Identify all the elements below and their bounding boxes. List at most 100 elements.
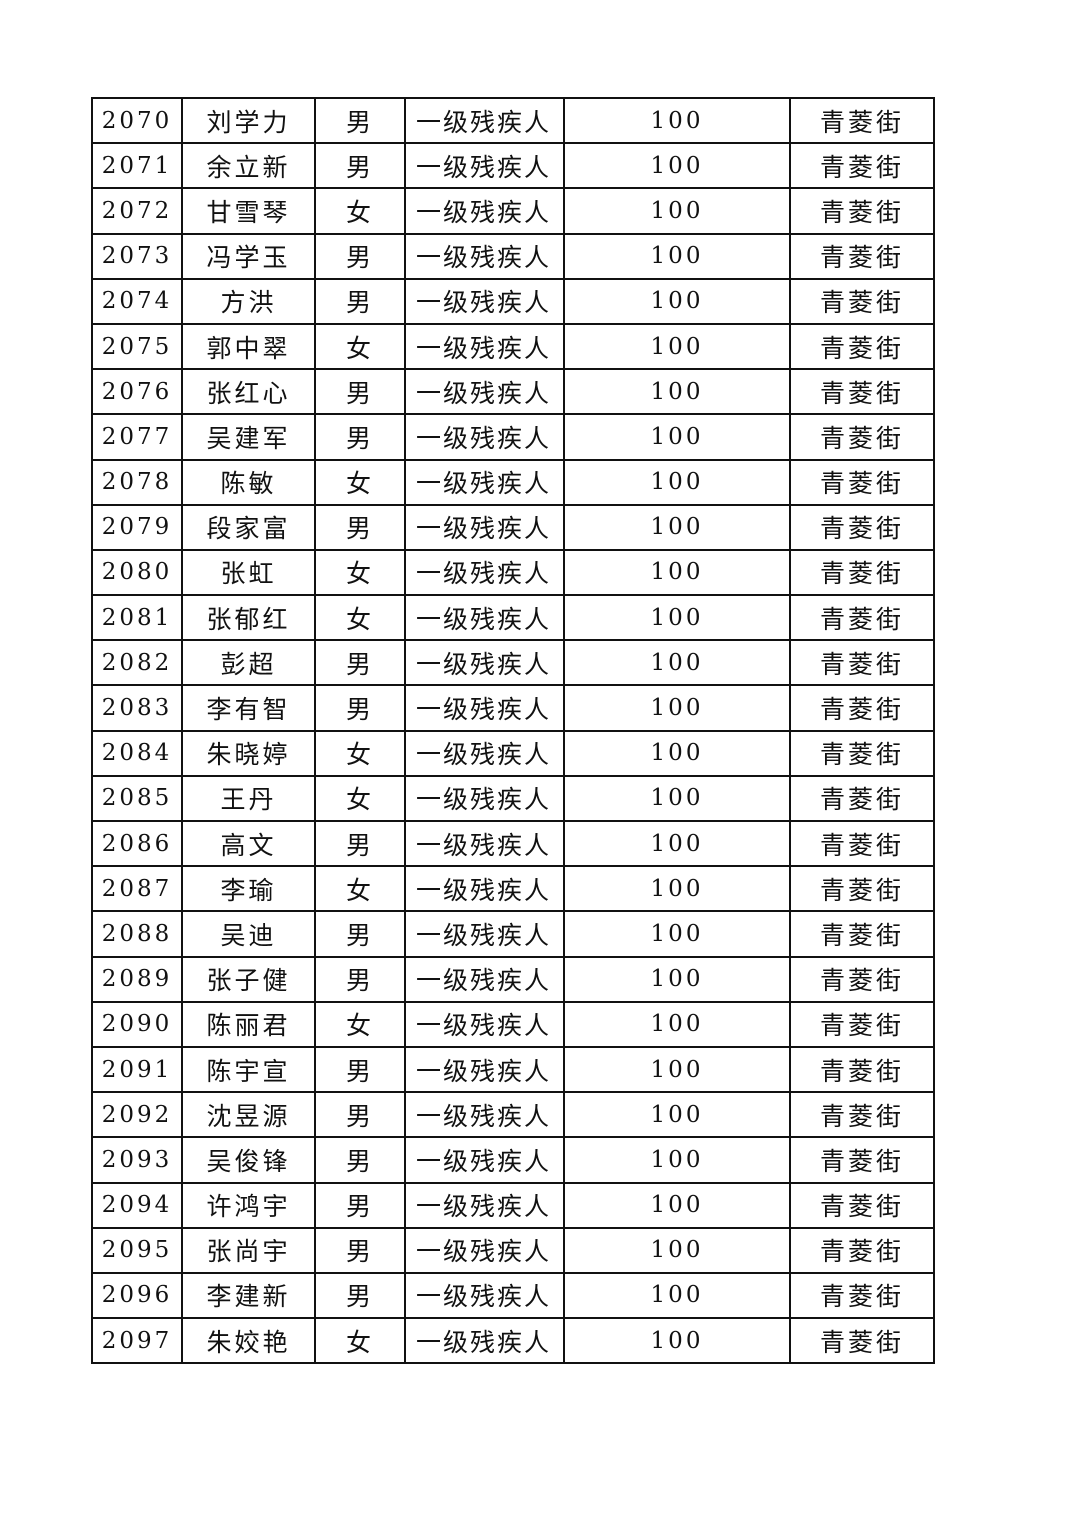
table-row: 2093 吴俊锋男一级残疾人 100 青菱街 [91, 1136, 935, 1184]
name-cell: 张红心 [181, 368, 316, 416]
table-row: 2076 张红心男一级残疾人 100 青菱街 [91, 368, 935, 416]
name-cell: 吴俊锋 [181, 1136, 316, 1184]
disability-level-cell: 一级残疾人 [404, 1136, 565, 1184]
serial-number-cell: 2082 [91, 639, 183, 687]
street-cell: 青菱街 [789, 955, 935, 1003]
name-cell: 李有智 [181, 684, 316, 732]
gender-cell: 女 [314, 865, 406, 913]
amount-cell: 100 [563, 639, 791, 687]
disability-level-cell: 一级残疾人 [404, 277, 565, 325]
street-cell: 青菱街 [789, 1091, 935, 1139]
amount-cell: 100 [563, 322, 791, 371]
amount-cell: 100 [563, 1000, 791, 1048]
amount-cell: 100 [563, 503, 791, 551]
street-cell: 青菱街 [789, 322, 935, 371]
street-cell: 青菱街 [789, 594, 935, 642]
street-cell: 青菱街 [789, 1271, 935, 1320]
street-cell: 青菱街 [789, 819, 935, 868]
gender-cell: 男 [314, 96, 406, 145]
street-cell: 青菱街 [789, 368, 935, 416]
gender-cell: 男 [314, 413, 406, 461]
disability-level-cell: 一级残疾人 [404, 955, 565, 1003]
street-cell: 青菱街 [789, 548, 935, 597]
amount-cell: 100 [563, 684, 791, 732]
name-cell: 沈昱源 [181, 1091, 316, 1139]
disability-level-cell: 一级残疾人 [404, 96, 565, 145]
street-cell: 青菱街 [789, 1045, 935, 1094]
street-cell: 青菱街 [789, 1136, 935, 1184]
name-cell: 郭中翠 [181, 322, 316, 371]
gender-cell: 男 [314, 1045, 406, 1094]
gender-cell: 男 [314, 1136, 406, 1184]
gender-cell: 男 [314, 910, 406, 958]
amount-cell: 100 [563, 910, 791, 958]
street-cell: 青菱街 [789, 1317, 935, 1365]
name-cell: 陈丽君 [181, 1000, 316, 1048]
table-row: 2087 李瑜女一级残疾人 100 青菱街 [91, 865, 935, 913]
street-cell: 青菱街 [789, 232, 935, 280]
amount-cell: 100 [563, 594, 791, 642]
serial-number-cell: 2072 [91, 187, 183, 235]
disability-level-cell: 一级残疾人 [404, 639, 565, 687]
table-body: 2070 刘学力男一级残疾人 100 青菱街 2071 余立新男一级残疾人 100 青菱街 20… [91, 96, 935, 1365]
name-cell: 刘学力 [181, 96, 316, 145]
amount-cell: 100 [563, 368, 791, 416]
serial-number-cell: 2080 [91, 548, 183, 597]
table-row: 2077 吴建军男一级残疾人 100 青菱街 [91, 413, 935, 461]
name-cell: 余立新 [181, 142, 316, 190]
serial-number-cell: 2084 [91, 729, 183, 777]
amount-cell: 100 [563, 277, 791, 325]
gender-cell: 男 [314, 1181, 406, 1229]
table-row: 2097 朱姣艳女一级残疾人 100 青菱街 [91, 1317, 935, 1365]
gender-cell: 女 [314, 729, 406, 777]
table-row: 2078 陈敏女一级残疾人 100 青菱街 [91, 458, 935, 506]
disability-level-cell: 一级残疾人 [404, 232, 565, 280]
serial-number-cell: 2088 [91, 910, 183, 958]
serial-number-cell: 2074 [91, 277, 183, 325]
gender-cell: 女 [314, 458, 406, 506]
name-cell: 陈宇宣 [181, 1045, 316, 1094]
amount-cell: 100 [563, 1181, 791, 1229]
table-row: 2074 方洪男一级残疾人 100 青菱街 [91, 277, 935, 325]
table-row: 2084 朱晓婷女一级残疾人 100 青菱街 [91, 729, 935, 777]
serial-number-cell: 2091 [91, 1045, 183, 1094]
amount-cell: 100 [563, 1317, 791, 1365]
gender-cell: 女 [314, 774, 406, 823]
disability-level-cell: 一级残疾人 [404, 1181, 565, 1229]
amount-cell: 100 [563, 413, 791, 461]
gender-cell: 男 [314, 684, 406, 732]
serial-number-cell: 2092 [91, 1091, 183, 1139]
serial-number-cell: 2096 [91, 1271, 183, 1320]
gender-cell: 男 [314, 819, 406, 868]
street-cell: 青菱街 [789, 1181, 935, 1229]
table-row: 2096 李建新男一级残疾人 100 青菱街 [91, 1271, 935, 1320]
gender-cell: 女 [314, 187, 406, 235]
table-row: 2092 沈昱源男一级残疾人 100 青菱街 [91, 1091, 935, 1139]
serial-number-cell: 2083 [91, 684, 183, 732]
serial-number-cell: 2089 [91, 955, 183, 1003]
serial-number-cell: 2077 [91, 413, 183, 461]
disability-level-cell: 一级残疾人 [404, 1271, 565, 1320]
name-cell: 王丹 [181, 774, 316, 823]
amount-cell: 100 [563, 232, 791, 280]
name-cell: 朱晓婷 [181, 729, 316, 777]
disability-level-cell: 一级残疾人 [404, 142, 565, 190]
name-cell: 朱姣艳 [181, 1317, 316, 1365]
gender-cell: 女 [314, 594, 406, 642]
disability-level-cell: 一级残疾人 [404, 1045, 565, 1094]
street-cell: 青菱街 [789, 729, 935, 777]
amount-cell: 100 [563, 187, 791, 235]
amount-cell: 100 [563, 774, 791, 823]
amount-cell: 100 [563, 865, 791, 913]
name-cell: 李瑜 [181, 865, 316, 913]
serial-number-cell: 2076 [91, 368, 183, 416]
name-cell: 张郁红 [181, 594, 316, 642]
disability-level-cell: 一级残疾人 [404, 865, 565, 913]
disability-level-cell: 一级残疾人 [404, 1226, 565, 1274]
name-cell: 彭超 [181, 639, 316, 687]
street-cell: 青菱街 [789, 910, 935, 958]
amount-cell: 100 [563, 729, 791, 777]
amount-cell: 100 [563, 1271, 791, 1320]
disability-level-cell: 一级残疾人 [404, 1091, 565, 1139]
disability-level-cell: 一级残疾人 [404, 1000, 565, 1048]
